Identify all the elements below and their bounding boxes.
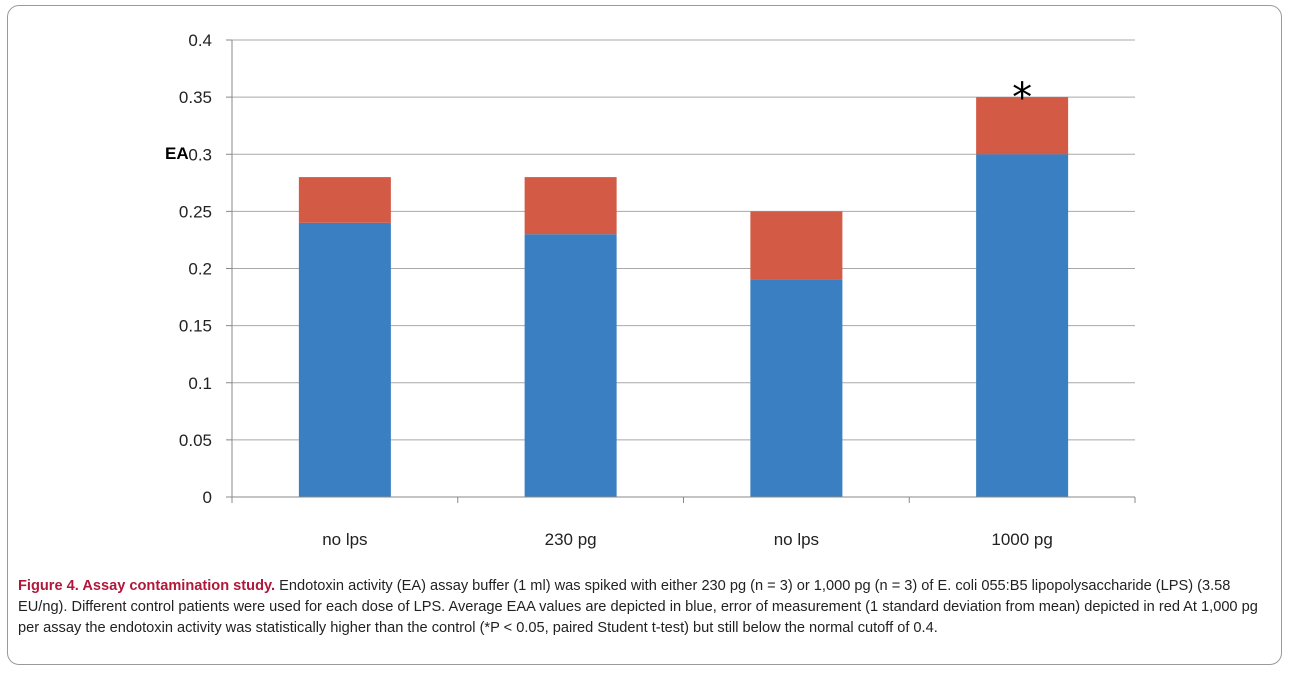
bar-0-series-1: [298, 177, 391, 223]
figure-frame: [7, 5, 1282, 665]
y-tick-label-8: 0.4: [188, 31, 212, 50]
bar-3-series-1: [976, 97, 1069, 155]
y-axis-label: EA: [165, 144, 189, 163]
x-tick-label-2: no lps: [774, 530, 819, 549]
annotations: *: [1012, 75, 1032, 121]
y-tick-label-7: 0.35: [179, 88, 212, 107]
axes: [231, 40, 1136, 503]
x-tick-label-1: 230 pg: [545, 530, 597, 549]
y-tick-labels: 0 0.05 0.1 0.15 0.2 0.25 0.3 0.35 0.4: [179, 31, 212, 507]
y-tick-label-1: 0.05: [179, 431, 212, 450]
bar-0-series-0: [298, 222, 391, 498]
figure-caption: Figure 4. Assay contamination study. End…: [18, 576, 1273, 639]
bar-2-series-0: [750, 279, 843, 497]
x-tick-labels: no lps 230 pg no lps 1000 pg: [322, 530, 1053, 549]
bar-1-series-0: [524, 234, 617, 497]
y-tick-label-4: 0.2: [188, 260, 212, 279]
significance-asterisk-0: *: [1012, 75, 1032, 121]
caption-body: Endotoxin activity (EA) assay buffer (1 …: [18, 578, 1258, 636]
bar-3-series-0: [976, 154, 1069, 497]
x-tick-label-0: no lps: [322, 530, 367, 549]
bar-chart: 0 0.05 0.1 0.15 0.2 0.25 0.3 0.35 0.4 no lps 230 …: [165, 31, 1136, 549]
y-tick-label-6: 0.3: [188, 145, 212, 164]
bar-1-series-1: [524, 177, 617, 235]
y-tick-label-0: 0: [203, 488, 212, 507]
y-tick-label-2: 0.1: [188, 374, 212, 393]
x-tick-label-3: 1000 pg: [991, 530, 1052, 549]
bars: [298, 97, 1069, 498]
y-tick-label-5: 0.25: [179, 202, 212, 221]
bar-2-series-1: [750, 211, 843, 280]
caption-title: Figure 4. Assay contamination study.: [18, 578, 276, 594]
y-tick-label-3: 0.15: [179, 317, 212, 336]
